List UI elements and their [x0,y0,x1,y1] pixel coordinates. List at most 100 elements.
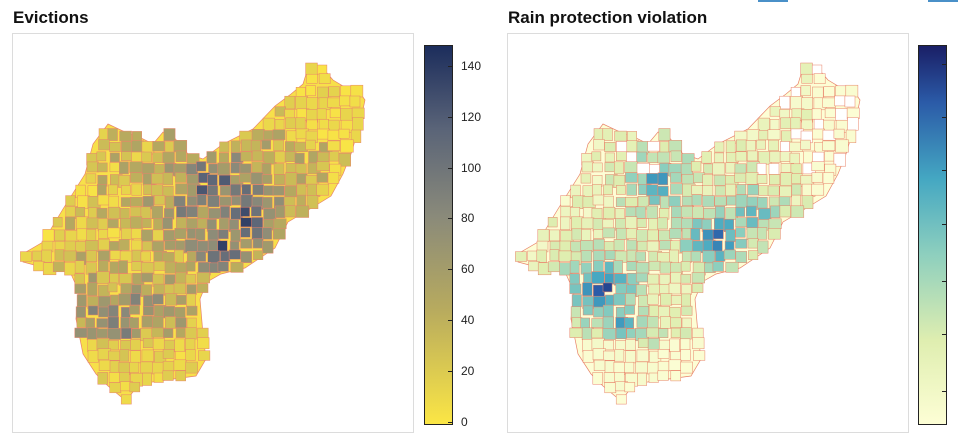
tract-cell[interactable] [186,293,196,307]
tract-cell[interactable] [217,261,229,272]
tract-cell[interactable] [823,86,835,97]
tract-cell[interactable] [559,240,572,253]
tract-cell[interactable] [152,337,165,350]
tract-cell[interactable] [714,196,727,207]
tract-cell[interactable] [274,174,286,186]
tract-cell[interactable] [130,293,141,306]
tract-cell[interactable] [195,250,207,262]
tract-cell[interactable] [680,338,691,351]
tract-cell[interactable] [636,315,649,328]
tract-cell[interactable] [85,262,97,275]
tract-cell[interactable] [261,174,273,184]
tract-cell[interactable] [54,249,65,261]
tract-cell[interactable] [152,361,165,375]
tract-cell[interactable] [240,238,253,249]
tract-cell[interactable] [613,260,623,274]
tract-cell[interactable] [800,85,811,97]
tract-cell[interactable] [107,328,121,340]
tract-cell[interactable] [284,109,295,120]
tract-cell[interactable] [262,117,275,132]
tract-cell[interactable] [690,228,701,241]
tract-cell[interactable] [558,250,572,262]
tract-cell[interactable] [240,251,252,263]
tract-cell[interactable] [801,73,813,84]
tract-cell[interactable] [107,282,118,293]
tract-cell[interactable] [109,382,122,394]
tract-cell[interactable] [615,327,627,340]
tract-cell[interactable] [165,195,175,209]
tract-cell[interactable] [614,349,625,362]
tract-cell[interactable] [527,250,538,261]
tract-cell[interactable] [231,195,242,206]
tract-cell[interactable] [274,119,285,131]
tract-cell[interactable] [791,183,802,196]
tract-cell[interactable] [712,240,723,253]
tract-cell[interactable] [316,172,328,183]
tract-cell[interactable] [669,228,682,240]
tract-cell[interactable] [801,119,813,131]
tract-cell[interactable] [142,372,152,386]
tract-cell[interactable] [647,152,659,163]
tract-cell[interactable] [306,73,318,84]
tract-cell[interactable] [845,129,857,143]
tract-cell[interactable] [173,359,187,371]
tract-cell[interactable] [109,152,120,163]
tract-cell[interactable] [140,262,155,275]
tract-cell[interactable] [681,284,692,295]
tract-cell[interactable] [185,163,198,176]
tract-cell[interactable] [593,139,605,151]
tract-cell[interactable] [220,206,230,220]
tract-cell[interactable] [637,306,649,316]
tract-cell[interactable] [184,327,197,340]
tract-cell[interactable] [580,173,592,184]
tract-cell[interactable] [615,306,626,319]
tract-cell[interactable] [593,229,604,239]
tract-cell[interactable] [746,150,758,162]
tract-cell[interactable] [241,184,252,195]
tract-cell[interactable] [175,317,187,328]
tract-cell[interactable] [52,261,66,273]
tract-cell[interactable] [98,229,109,239]
tract-cell[interactable] [625,339,636,351]
rain-violation-map-frame[interactable] [507,33,909,433]
tract-cell[interactable] [174,249,184,264]
tract-cell[interactable] [219,196,232,207]
tract-cell[interactable] [109,360,120,373]
tract-cell[interactable] [549,229,560,242]
tract-cell[interactable] [174,338,185,353]
tract-cell[interactable] [175,183,188,195]
tract-cell[interactable] [207,250,221,264]
tract-cell[interactable] [195,228,206,241]
tract-cell[interactable] [592,184,602,197]
tract-cell[interactable] [63,250,77,262]
evictions-map[interactable] [13,34,413,432]
tract-cell[interactable] [86,217,100,230]
tract-cell[interactable] [835,139,849,153]
tract-cell[interactable] [547,261,561,273]
tract-cell[interactable] [614,372,625,383]
tract-cell[interactable] [185,261,196,272]
tract-cell[interactable] [152,316,164,330]
tract-cell[interactable] [624,161,638,173]
tract-cell[interactable] [173,282,186,295]
tract-cell[interactable] [681,305,693,316]
tract-cell[interactable] [173,195,186,207]
tract-cell[interactable] [812,86,824,99]
tract-cell[interactable] [636,229,649,243]
tract-cell[interactable] [173,140,188,153]
tract-cell[interactable] [604,152,615,163]
tract-cell[interactable] [833,128,845,139]
tract-cell[interactable] [768,228,781,240]
tract-cell[interactable] [207,174,218,187]
tract-cell[interactable] [120,327,132,340]
tract-cell[interactable] [582,350,594,363]
tract-cell[interactable] [338,153,351,167]
tract-cell[interactable] [316,183,330,196]
tract-cell[interactable] [736,139,747,152]
tract-cell[interactable] [614,161,624,175]
tract-cell[interactable] [230,261,244,273]
tract-cell[interactable] [660,293,673,306]
tract-cell[interactable] [140,251,151,262]
tract-cell[interactable] [646,184,658,196]
tract-cell[interactable] [671,205,683,218]
